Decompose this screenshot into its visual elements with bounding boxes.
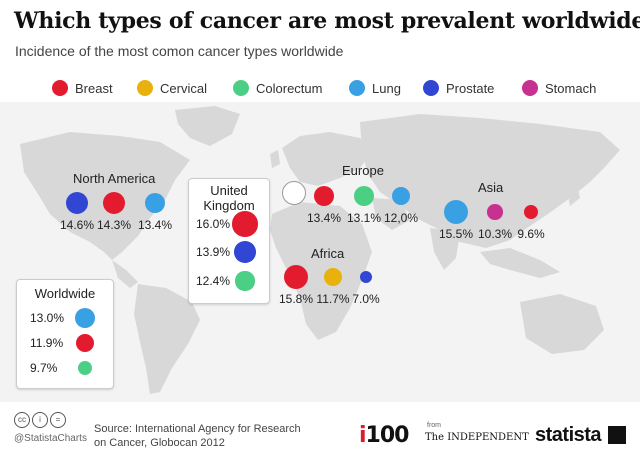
map-southeast-asia — [480, 248, 560, 278]
uk-title-line2: Kingdom — [203, 198, 255, 213]
map-india — [430, 228, 460, 270]
map-central-america — [112, 260, 138, 288]
statista-logo: statista — [535, 424, 602, 446]
value-label-united-kingdom-prostate: 13.9% — [196, 245, 231, 259]
label-asia: Asia — [478, 180, 504, 195]
value-label-africa-prostate: 7.0% — [352, 292, 380, 306]
by-icon: i — [32, 412, 48, 428]
bubble-worldwide-lung — [74, 307, 96, 329]
bubble-north-america-breast — [102, 191, 126, 215]
legend-label-breast: Breast — [75, 80, 113, 96]
value-label-africa-breast: 15.8% — [278, 292, 314, 306]
value-label-asia-lung: 15.5% — [438, 227, 474, 241]
globe-icon — [282, 181, 306, 205]
legend-item-stomach: Stomach — [522, 78, 596, 98]
value-label-asia-stomach: 10.3% — [477, 227, 513, 241]
value-label-europe-colorectum: 13.1% — [346, 211, 382, 225]
legend-label-colorectum: Colorectum — [256, 80, 323, 96]
from-label: from — [427, 422, 441, 429]
i100-logo: i100 — [359, 423, 410, 448]
legend-dot-cervical — [137, 80, 153, 96]
bubble-africa-cervical — [324, 268, 342, 286]
uk-title: United Kingdom — [189, 183, 269, 213]
map-asia — [360, 114, 620, 248]
value-label-united-kingdom-breast: 16.0% — [196, 217, 231, 231]
legend: Breast Cervical Colorectum Lung Prostate Stom… — [0, 78, 640, 98]
statista-mark-icon — [608, 426, 626, 444]
legend-dot-stomach — [522, 80, 538, 96]
bubble-united-kingdom-breast — [232, 211, 258, 237]
bubble-asia-breast — [523, 204, 539, 220]
value-label-europe-lung: 12,0% — [383, 211, 419, 225]
worldwide-box: Worldwide — [16, 279, 114, 389]
legend-item-breast: Breast — [52, 78, 113, 98]
bubble-worldwide-breast — [75, 333, 95, 353]
source-text: Source: International Agency for Researc… — [94, 422, 314, 450]
map-uk — [270, 150, 280, 168]
label-north-america: North America — [73, 171, 156, 186]
united-kingdom-box: United Kingdom — [188, 178, 270, 304]
source-line1: Source: International Agency for Researc… — [94, 423, 301, 435]
legend-dot-prostate — [423, 80, 439, 96]
legend-label-lung: Lung — [372, 80, 401, 96]
legend-dot-colorectum — [233, 80, 249, 96]
legend-label-stomach: Stomach — [545, 80, 597, 96]
bubble-north-america-lung — [144, 192, 166, 214]
map-japan — [566, 178, 580, 206]
bubble-asia-lung — [443, 199, 469, 225]
statista-handle: @StatistaCharts — [14, 433, 87, 444]
i100-number: 100 — [365, 423, 410, 448]
legend-dot-breast — [52, 80, 68, 96]
value-label-worldwide-colorectum: 9.7% — [30, 361, 58, 375]
value-label-asia-breast: 9.6% — [517, 227, 545, 241]
map-australia — [520, 294, 604, 354]
bubble-europe-lung — [391, 186, 411, 206]
bubble-asia-stomach — [487, 204, 503, 220]
chart-subtitle: Incidence of the most comon cancer types… — [15, 43, 344, 59]
independent-logo: The INDEPENDENT — [425, 432, 529, 443]
uk-title-line1: United — [210, 183, 248, 198]
bubble-united-kingdom-prostate — [234, 241, 256, 263]
map-greenland — [175, 106, 240, 146]
cc-icon: cc — [14, 412, 30, 428]
bubble-united-kingdom-colorectum — [235, 271, 255, 291]
bubble-europe-colorectum — [353, 185, 375, 207]
value-label-north-america-prostate: 14.6% — [59, 218, 95, 232]
worldwide-title: Worldwide — [34, 286, 96, 301]
chart-title: Which types of cancer are most prevalent… — [14, 8, 640, 34]
map-middle-east — [372, 198, 410, 230]
bubble-europe-breast — [313, 185, 335, 207]
value-label-north-america-breast: 14.3% — [96, 218, 132, 232]
source-line2: on Cancer, Globocan 2012 — [94, 437, 225, 449]
value-label-worldwide-breast: 11.9% — [30, 336, 64, 350]
value-label-north-america-lung: 13.4% — [137, 218, 173, 232]
legend-item-lung: Lung — [349, 78, 401, 98]
nd-icon: = — [50, 412, 66, 428]
legend-item-cervical: Cervical — [137, 78, 207, 98]
world-map — [20, 106, 620, 394]
value-label-europe-breast: 13.4% — [306, 211, 342, 225]
label-europe: Europe — [342, 163, 384, 178]
value-label-africa-cervical: 11.7% — [316, 292, 350, 306]
i100-i: i — [359, 423, 366, 448]
bubble-worldwide-colorectum — [77, 360, 93, 376]
legend-item-colorectum: Colorectum — [233, 78, 322, 98]
label-africa: Africa — [311, 246, 345, 261]
footer: cc i = @StatistaCharts Source: Internati… — [0, 402, 640, 456]
value-label-worldwide-lung: 13.0% — [30, 311, 65, 325]
bubble-africa-prostate — [360, 271, 372, 283]
map-europe — [282, 132, 372, 186]
value-label-united-kingdom-colorectum: 12.4% — [196, 274, 231, 288]
map-south-america — [134, 284, 200, 394]
legend-dot-lung — [349, 80, 365, 96]
map-africa — [270, 202, 372, 340]
legend-item-prostate: Prostate — [423, 78, 494, 98]
bubble-north-america-prostate — [65, 191, 89, 215]
bubble-africa-breast — [283, 264, 309, 290]
legend-label-prostate: Prostate — [446, 80, 495, 96]
legend-label-cervical: Cervical — [160, 80, 207, 96]
